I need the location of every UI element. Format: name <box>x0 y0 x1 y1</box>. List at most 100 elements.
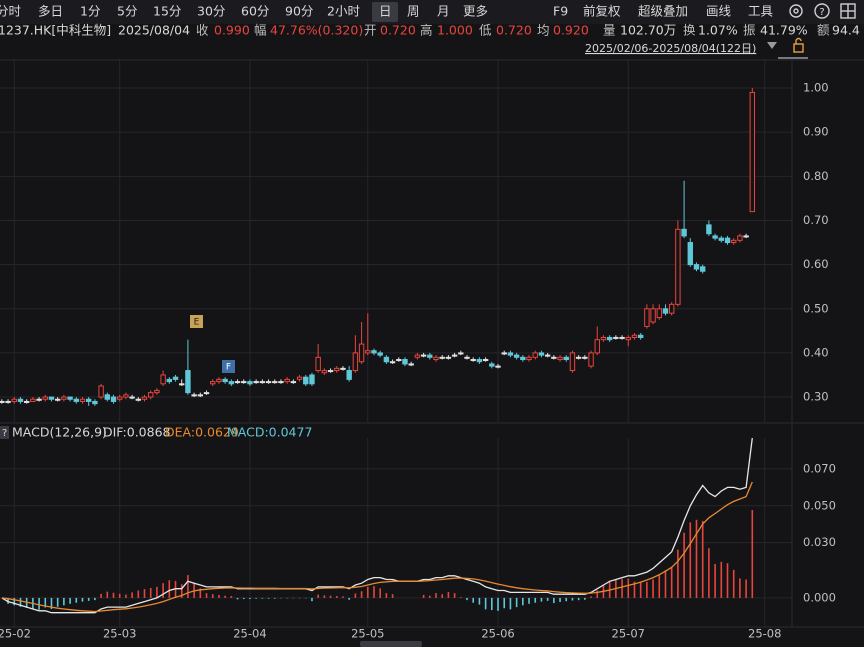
quote-item: 2025/08/04 <box>118 23 190 38</box>
candle-body <box>265 381 272 384</box>
y-tick-label: 0.40 <box>803 345 829 359</box>
y-tick-label: 0.50 <box>803 301 829 315</box>
candle-body <box>30 398 36 402</box>
lock-icon[interactable] <box>793 43 804 53</box>
macd-bar <box>168 580 171 598</box>
toolbar-tab[interactable]: 分时 <box>0 4 22 19</box>
event-marker-label: F <box>226 363 231 373</box>
macd-bar <box>180 584 183 598</box>
macd-bar <box>540 597 543 602</box>
x-tick-label: 25-07 <box>612 627 645 641</box>
toolbar-tab[interactable]: 15分 <box>153 4 181 19</box>
candle-body <box>420 354 427 357</box>
toolbar-tab[interactable]: 周 <box>407 4 420 19</box>
macd-bar <box>75 597 78 603</box>
candle-body <box>606 336 613 341</box>
candle-body <box>36 398 42 401</box>
toolbar-tab[interactable]: 超级叠加 <box>638 4 688 19</box>
candle-body <box>85 398 92 402</box>
toolbar-tab[interactable]: F9 <box>553 4 568 19</box>
macd-bar <box>720 561 723 598</box>
candle-body <box>166 378 173 383</box>
macd-bar <box>639 581 642 598</box>
macd-bar <box>249 597 251 600</box>
candle-body <box>203 392 210 395</box>
candle-body <box>296 376 303 380</box>
macd-bar <box>503 597 506 609</box>
settings-icon[interactable] <box>789 4 803 18</box>
candle-body <box>538 352 545 356</box>
macd-help[interactable] <box>0 426 9 439</box>
candle-body <box>613 336 619 339</box>
range-dropdown[interactable] <box>767 42 777 49</box>
macd-bar <box>56 597 59 607</box>
candle-body <box>172 376 179 380</box>
macd-bar <box>652 579 654 598</box>
quote-item: 高 <box>420 23 433 38</box>
toolbar-tab[interactable]: 多日 <box>38 4 63 19</box>
toolbar-tab[interactable]: 60分 <box>241 4 269 19</box>
legend-dea: DEA:0.0629 <box>165 425 239 440</box>
candle-body <box>160 374 166 385</box>
quote-item: 41.79% <box>760 23 808 38</box>
toolbar-tab[interactable]: 工具 <box>748 4 774 19</box>
toolbar-tab[interactable]: 前复权 <box>583 4 621 19</box>
macd-bar <box>342 596 344 598</box>
candle-body <box>327 370 334 373</box>
candle-body <box>17 398 24 402</box>
candle-body <box>644 308 650 327</box>
candle-body <box>470 359 476 362</box>
toolbar-bg <box>0 0 864 24</box>
candle-body <box>507 352 514 356</box>
candle-body <box>569 352 576 372</box>
toolbar-tab[interactable]: 30分 <box>197 4 225 19</box>
macd-bar <box>708 548 710 598</box>
event-marker[interactable] <box>190 315 203 328</box>
toolbar-tab[interactable]: 2小时 <box>327 4 360 19</box>
macd-bar <box>453 593 456 598</box>
macd-bar <box>50 597 53 609</box>
toolbar-tab[interactable]: 90分 <box>285 4 313 19</box>
candle-body <box>272 381 278 384</box>
quote-item: 1.07% <box>698 23 738 38</box>
help-icon[interactable] <box>814 3 830 19</box>
candle-body <box>513 354 520 358</box>
candle-body <box>712 235 718 239</box>
legend-dif: DIF:0.0868 <box>103 425 171 440</box>
macd-bar <box>745 579 747 598</box>
toolbar-tab[interactable]: 日 <box>379 4 392 19</box>
macd-bar <box>385 593 388 598</box>
toolbar-tab[interactable]: 1分 <box>80 4 100 19</box>
candle-body <box>73 398 79 402</box>
lock-shackle <box>795 37 802 44</box>
candle-body <box>278 381 284 384</box>
toolbar: 分时 多日 1分 5分 15分 30分 60分 90分 2小时 日周 月更多 F9 前复权 超级叠加 画线 工… <box>0 4 774 19</box>
macd-bar <box>751 510 754 598</box>
toolbar-tab[interactable]: 画线 <box>706 4 732 19</box>
y-tick-label: 0.80 <box>803 169 829 183</box>
macd-bar <box>267 597 270 599</box>
macd-bar <box>739 578 741 598</box>
quote-item: 开 <box>364 23 377 38</box>
macd-bar <box>63 597 65 606</box>
candle-body <box>98 385 104 398</box>
macd-bar <box>360 591 363 598</box>
event-marker[interactable] <box>222 360 235 373</box>
x-tick-label: 25-03 <box>103 627 136 641</box>
candle-body <box>563 356 569 361</box>
date-range[interactable]: 2025/02/06-2025/08/04(122日) <box>585 42 756 55</box>
toolbar-tab[interactable]: 5分 <box>117 4 137 19</box>
quote-item: 0.920 <box>553 23 589 38</box>
macd-bar <box>528 597 530 604</box>
toolbar-tab[interactable]: 更多 <box>463 4 488 19</box>
macd-bar <box>131 592 133 598</box>
candle-body <box>464 356 470 359</box>
macd-bar <box>373 586 375 598</box>
candle-body <box>699 266 706 272</box>
macd-bar <box>329 595 332 598</box>
scrollbar[interactable] <box>360 641 422 647</box>
candle-body <box>408 363 414 366</box>
macd-bar <box>596 590 599 598</box>
candle-body <box>737 235 743 241</box>
toolbar-tab[interactable]: 月 <box>437 4 450 19</box>
